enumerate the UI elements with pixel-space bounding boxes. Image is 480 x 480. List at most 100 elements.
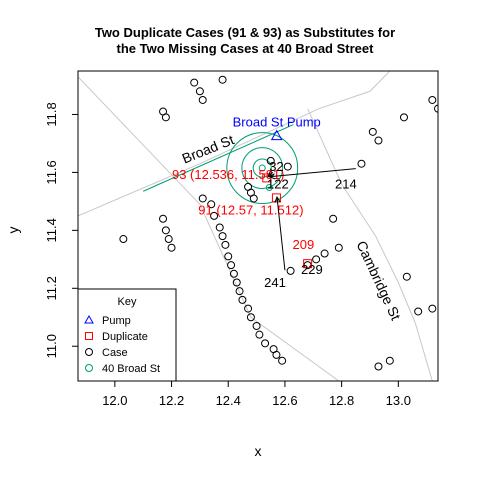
case-label-32: 32 xyxy=(269,159,283,174)
case-point-24 xyxy=(244,304,253,313)
case-point-36 xyxy=(283,162,292,171)
case-label-241: 241 xyxy=(264,275,286,290)
chart-title-line-1: Two Duplicate Cases (91 & 93) as Substit… xyxy=(95,25,395,40)
broad40-frontage-line xyxy=(142,124,294,192)
x-tick-label-5: 12.8 xyxy=(329,393,354,408)
arrow-head-3 xyxy=(267,170,275,178)
y-axis-label: y xyxy=(5,227,21,234)
case-point-19 xyxy=(227,261,236,270)
case-point-37 xyxy=(286,266,295,275)
legend-items: Pump Duplicate Case 40 Broad St xyxy=(84,314,160,375)
case-point-4 xyxy=(218,75,227,84)
x-tick-label-4: 12.6 xyxy=(272,393,297,408)
duplicate-label-3: 209 xyxy=(293,237,315,252)
case-point-50 xyxy=(414,307,423,316)
y-tick-label-3: 11.4 xyxy=(44,218,59,242)
legend-symbol-3 xyxy=(85,348,93,356)
case-point-34 xyxy=(249,194,258,203)
case-label-122: 122 xyxy=(267,176,289,191)
case-point-42 xyxy=(329,214,338,223)
case-point-49 xyxy=(402,272,411,281)
case-point-7 xyxy=(119,235,128,244)
x-tick-label-2: 12.2 xyxy=(159,393,184,408)
duplicate-marker-3 xyxy=(303,259,313,269)
case-point-40 xyxy=(320,249,329,258)
case-point-30 xyxy=(272,350,281,359)
case-point-44 xyxy=(368,127,377,136)
case-point-13 xyxy=(207,200,216,209)
x-tick-label-6: 13.0 xyxy=(386,393,411,408)
case-point-53 xyxy=(434,104,438,113)
legend-symbol-4 xyxy=(85,364,93,372)
case-point-47 xyxy=(374,362,383,371)
broad40-point-2 xyxy=(265,183,273,191)
pump-label: Broad St Pump xyxy=(233,115,321,130)
chart-title-line-2: the Two Missing Cases at 40 Broad Street xyxy=(117,41,375,56)
case-point-52 xyxy=(428,95,437,104)
case-point-51 xyxy=(428,304,437,313)
case-point-16 xyxy=(218,232,227,241)
broad40-point-1 xyxy=(258,164,266,172)
case-point-1 xyxy=(190,78,199,87)
case-point-28 xyxy=(261,339,270,348)
case-point-41 xyxy=(334,243,343,252)
road-line-2 xyxy=(78,71,391,217)
arrow-head-2 xyxy=(274,195,281,203)
legend-label-1: Pump xyxy=(102,315,131,327)
case-point-3 xyxy=(198,95,207,104)
legend-symbol-1 xyxy=(84,314,94,324)
legend-label-3: Case xyxy=(102,347,128,359)
broad40-radius-circle-3 xyxy=(226,132,299,204)
pump-marker xyxy=(270,129,283,141)
road-line-1 xyxy=(78,76,340,381)
x-axis-label: x xyxy=(255,443,262,459)
case-point-2 xyxy=(195,87,204,96)
case-point-43 xyxy=(357,159,366,168)
y-tick-label-5: 11.8 xyxy=(44,102,59,126)
case-point-10 xyxy=(164,235,173,244)
legend-label-4: 40 Broad St xyxy=(102,363,160,375)
case-point-18 xyxy=(224,252,233,261)
case-point-21 xyxy=(232,278,241,287)
plot-frame xyxy=(77,70,439,382)
case-point-48 xyxy=(385,356,394,365)
case-point-25 xyxy=(246,313,255,322)
case-point-6 xyxy=(161,113,170,122)
case-label-214: 214 xyxy=(335,176,357,191)
arrow-shaft-1 xyxy=(269,168,356,178)
legend-title: Key xyxy=(118,296,137,308)
case-point-39 xyxy=(312,255,321,264)
case-point-45 xyxy=(374,136,383,145)
duplicate-marker-1 xyxy=(262,173,272,183)
legend-label-2: Duplicate xyxy=(102,331,148,343)
case-point-22 xyxy=(235,287,244,296)
broad40-radius-circle-2 xyxy=(241,147,284,189)
y-tick-label-1: 11.0 xyxy=(44,334,59,358)
case-point-31 xyxy=(278,356,287,365)
x-tick-label-1: 12.0 xyxy=(102,393,127,408)
case-point-27 xyxy=(255,330,264,339)
case-point-14 xyxy=(210,211,219,220)
case-point-20 xyxy=(229,269,238,278)
case-point-15 xyxy=(215,223,224,232)
broad40-radius-circle-1 xyxy=(252,158,272,178)
arrow-shaft-2 xyxy=(276,196,286,271)
case-point-9 xyxy=(161,226,170,235)
case-point-46 xyxy=(399,113,408,122)
case-point-26 xyxy=(252,321,261,330)
duplicate-label-2: 91 (12.57, 11.512) xyxy=(198,202,303,217)
legend: Key Pump Duplicate Case 40 Broad St xyxy=(77,288,177,382)
case-point-23 xyxy=(238,295,247,304)
legend-symbol-2 xyxy=(85,332,93,340)
y-tick-label-4: 11.6 xyxy=(44,160,59,184)
duplicate-marker-2 xyxy=(271,193,281,203)
case-point-12 xyxy=(198,194,207,203)
case-label-229: 229 xyxy=(301,262,323,277)
case-point-11 xyxy=(167,243,176,252)
road-line-3 xyxy=(307,108,433,381)
case-point-8 xyxy=(159,214,168,223)
y-tick-label-2: 11.2 xyxy=(44,276,59,300)
legend-box xyxy=(77,288,177,382)
